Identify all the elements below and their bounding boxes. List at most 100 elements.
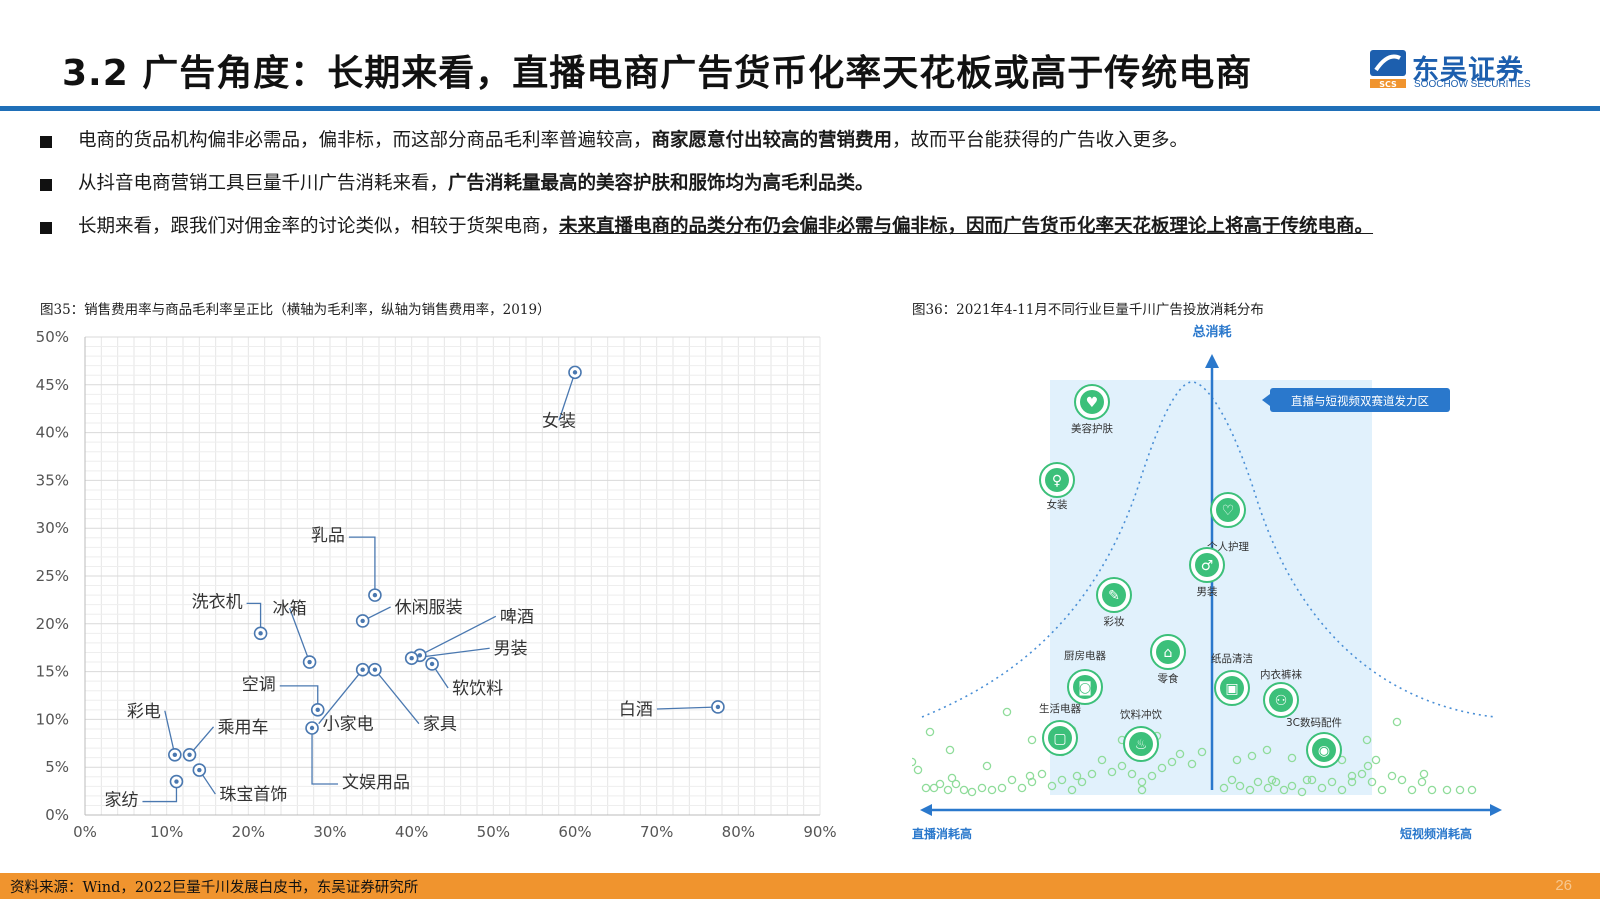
small-dot [1127, 769, 1137, 779]
small-dot [1017, 783, 1027, 793]
personal-care-icon: ♡ 个人护理 [1207, 492, 1249, 553]
icon-fill [1048, 726, 1072, 750]
margin-vs-sales-expense-scatter: 0% 10% 20% 30% 40% 50% 60% 70% 80% 90% 0% 5% 10% 15% 2… [36, 328, 837, 841]
small-dot [1287, 781, 1297, 791]
company-logo: SCS 东吴证券 SOOCHOW SECURITIES [1370, 48, 1540, 96]
category-label: 美容护肤 [1071, 422, 1113, 435]
small-dot [1057, 775, 1067, 785]
category-label: 3C数码配件 [1286, 716, 1342, 729]
point-label: 男装 [494, 639, 528, 659]
y-axis-title: 总消耗 [1192, 324, 1231, 340]
small-dot [1025, 771, 1035, 781]
figure36-caption: 图36：2021年4-11月不同行业巨量千川广告投放消耗分布 [912, 302, 1264, 318]
small-dot [982, 761, 992, 771]
small-dot [1377, 785, 1387, 795]
x-tick-label: 80% [722, 823, 755, 841]
bullet-bold-text: 广告消耗量最高的美容护肤和服饰均为高毛利品类。 [448, 173, 874, 194]
figure35-caption: 图35：销售费用率与商品毛利率呈正比（横轴为毛利率，纵轴为销售费用率，2019） [40, 302, 551, 318]
small-dot [925, 727, 935, 737]
point-label: 乘用车 [218, 718, 269, 738]
data-points [168, 365, 725, 789]
x-tick-label: 50% [477, 823, 510, 841]
category-label: 饮料冲饮 [1120, 708, 1162, 721]
leader-line [142, 787, 178, 803]
data-point-core [417, 653, 423, 658]
small-dot [1077, 777, 1087, 787]
small-dot [1271, 777, 1281, 787]
small-dot [1037, 769, 1047, 779]
point-label: 软饮料 [452, 679, 503, 699]
small-dot [1087, 769, 1097, 779]
small-dot [1227, 775, 1237, 785]
small-dot [1327, 777, 1337, 787]
camera-icon: ◉ 3C数码配件 [1286, 716, 1342, 768]
small-dot [1187, 759, 1197, 769]
small-dot [1245, 785, 1255, 795]
category-label: 彩妆 [1104, 615, 1126, 628]
leader-line [656, 706, 718, 710]
qianchuan-consumption-distribution: 总消耗 直播消耗高 短视频消耗高 直播与短视频双赛道发力区 ♥ 美容护肤 ♀ 女装 ♡ 个… [912, 324, 1502, 841]
category-label: 内衣裤袜 [1260, 668, 1302, 681]
icon-fill [1073, 675, 1097, 699]
bullet-text: 从抖音电商营销工具巨量千川广告消耗来看， [78, 173, 449, 194]
y-tick-label: 20% [36, 615, 69, 633]
dress-icon: ♀ 女装 [1039, 462, 1075, 511]
small-dot [1027, 735, 1037, 745]
title-divider [0, 106, 1600, 111]
bullet-square-icon [40, 136, 52, 148]
y-tick-label: 15% [36, 663, 69, 681]
y-tick-label: 5% [45, 758, 69, 776]
small-dot [1427, 785, 1437, 795]
small-dot [1157, 763, 1167, 773]
x-tick-label: 60% [558, 823, 591, 841]
icon-fill [1220, 676, 1244, 700]
small-dot [1397, 775, 1407, 785]
small-dot [1232, 755, 1242, 765]
x-tick-label: 70% [640, 823, 673, 841]
y-tick-label: 45% [36, 376, 69, 394]
icon-fill [1080, 390, 1104, 414]
leader-line [419, 615, 497, 656]
icon-fill [1156, 640, 1180, 664]
small-dot [1279, 785, 1289, 795]
small-dot [1347, 771, 1357, 781]
small-dot [1253, 777, 1263, 787]
leader-line [311, 734, 339, 785]
small-dot [1287, 753, 1297, 763]
icon-glyph: ♂ [1201, 558, 1214, 574]
point-label: 彩电 [127, 702, 161, 722]
menswear-icon: ♂ 男装 [1189, 547, 1225, 598]
page-title: 3.2 广告角度：长期来看，直播电商广告货币化率天花板或高于传统电商 [62, 53, 1253, 94]
small-dot [1297, 787, 1307, 797]
icon-fill [1269, 688, 1293, 712]
point-label: 家具 [423, 715, 457, 735]
small-dot [913, 765, 923, 775]
icon-glyph: ◉ [1318, 743, 1330, 759]
icon-glyph: ♡ [1222, 503, 1235, 519]
icon-glyph: ✎ [1108, 588, 1120, 604]
icon-glyph: ▣ [1225, 681, 1238, 697]
makeup-icon: ✎ 彩妆 [1096, 577, 1132, 628]
y-tick-label: 50% [36, 328, 69, 346]
data-point-core [360, 667, 365, 672]
small-dot [1262, 745, 1272, 755]
small-dot [945, 745, 955, 755]
page-number: 26 [1555, 877, 1572, 894]
small-dot [1247, 751, 1257, 761]
icon-glyph: ⌂ [1164, 645, 1173, 661]
small-dot [1302, 775, 1312, 785]
x-tick-label: 10% [150, 823, 183, 841]
point-label: 小家电 [323, 715, 374, 735]
kitchen-appliance-icon: ◙ 厨房电器 [1064, 649, 1106, 705]
icon-fill [1312, 738, 1336, 762]
logo-mark-text: SCS [1379, 80, 1397, 89]
x-tick-label: 0% [73, 823, 97, 841]
small-dot [1307, 775, 1317, 785]
small-dot [967, 787, 977, 797]
small-dot [1367, 777, 1377, 787]
small-dot [1067, 785, 1077, 795]
icon-glyph: ⚇ [1275, 693, 1288, 709]
category-label: 男装 [1197, 585, 1219, 598]
small-dot [1117, 761, 1127, 771]
